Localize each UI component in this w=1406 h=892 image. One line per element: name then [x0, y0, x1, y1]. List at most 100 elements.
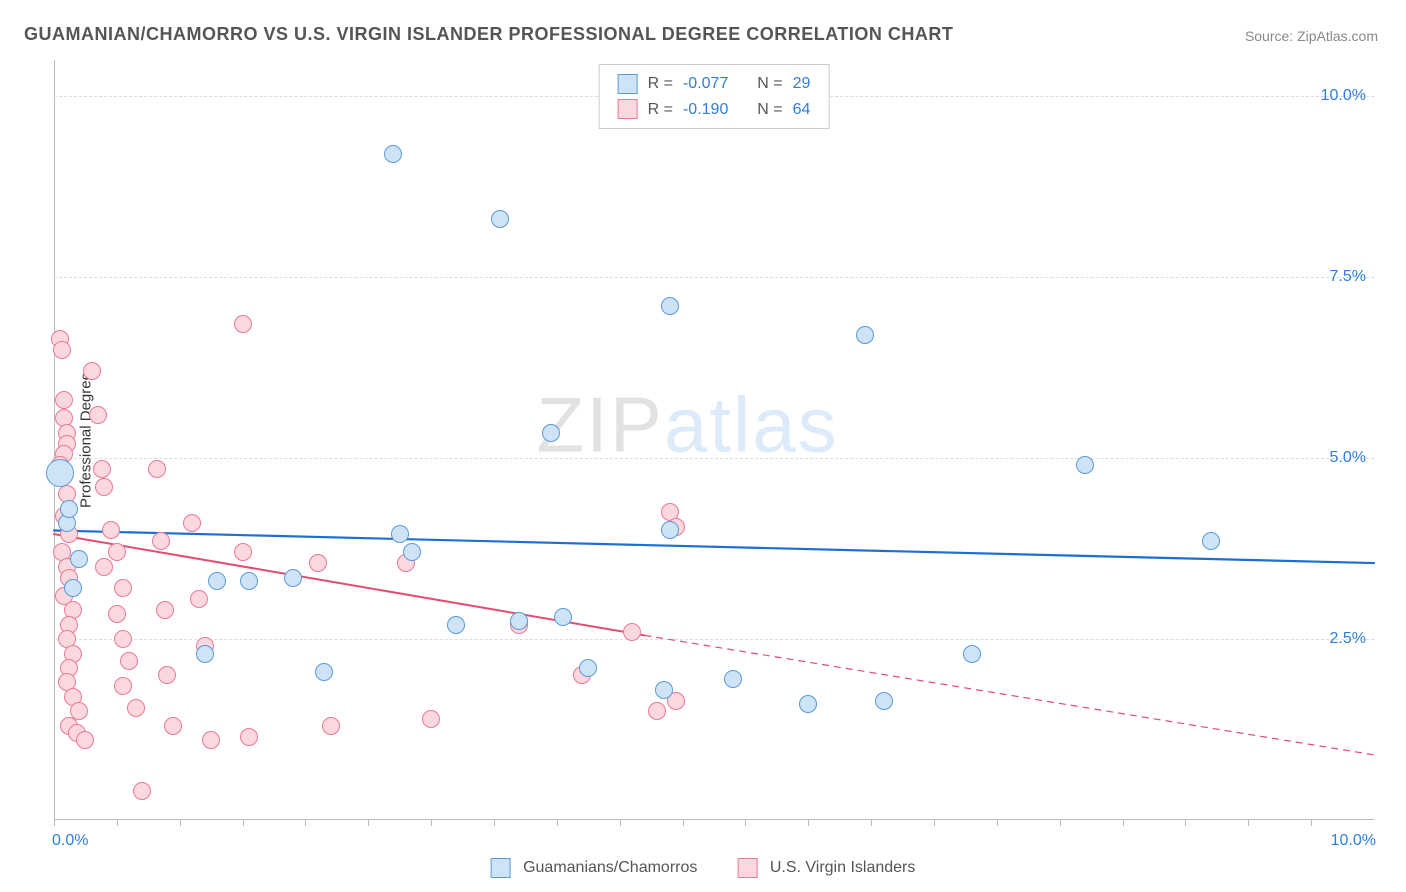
blue-point	[661, 521, 679, 539]
blue-point	[1076, 456, 1094, 474]
series-label-blue: Guamanians/Chamorros	[523, 859, 697, 876]
pink-point	[648, 702, 666, 720]
legend-R-label: R =	[648, 97, 673, 123]
pink-point	[240, 728, 258, 746]
regression-lines	[54, 60, 1374, 820]
pink-point	[152, 532, 170, 550]
blue-point	[655, 681, 673, 699]
x-tick-mark	[431, 820, 432, 826]
plot-area: Professional Degree 2.5%5.0%7.5%10.0% ZI…	[54, 60, 1374, 820]
blue-point	[554, 608, 572, 626]
x-tick-mark	[1185, 820, 1186, 826]
pink-regression-line-dashed	[645, 635, 1374, 754]
x-tick-mark	[243, 820, 244, 826]
x-tick-mark	[54, 820, 55, 826]
chart-title: GUAMANIAN/CHAMORRO VS U.S. VIRGIN ISLAND…	[24, 24, 953, 45]
pink-point	[127, 699, 145, 717]
x-tick-mark	[1060, 820, 1061, 826]
series-legend-blue: Guamanians/Chamorros	[491, 858, 698, 878]
x-tick-mark	[934, 820, 935, 826]
blue-point	[70, 550, 88, 568]
legend-N-pink: 64	[793, 97, 811, 123]
x-tick-mark	[683, 820, 684, 826]
x-tick-mark	[557, 820, 558, 826]
x-tick-mark	[368, 820, 369, 826]
legend-N-label: N =	[757, 71, 782, 97]
pink-point	[183, 514, 201, 532]
x-axis-max-label: 10.0%	[1331, 832, 1376, 850]
series-label-pink: U.S. Virgin Islanders	[770, 859, 916, 876]
blue-point	[579, 659, 597, 677]
blue-point	[510, 612, 528, 630]
x-tick-mark	[745, 820, 746, 826]
pink-point	[156, 601, 174, 619]
pink-point	[83, 362, 101, 380]
blue-point	[391, 525, 409, 543]
pink-point	[76, 731, 94, 749]
blue-point	[661, 297, 679, 315]
x-tick-mark	[305, 820, 306, 826]
x-axis-min-label: 0.0%	[52, 832, 88, 850]
pink-point	[309, 554, 327, 572]
legend-R-pink: -0.190	[683, 97, 728, 123]
pink-point	[114, 630, 132, 648]
blue-point	[240, 572, 258, 590]
blue-point	[724, 670, 742, 688]
blue-point	[491, 210, 509, 228]
legend-N-blue: 29	[793, 71, 811, 97]
blue-regression-line	[54, 530, 1374, 563]
x-tick-mark	[494, 820, 495, 826]
pink-point	[114, 677, 132, 695]
blue-point	[60, 500, 78, 518]
blue-point	[208, 572, 226, 590]
pink-point	[108, 605, 126, 623]
pink-point	[102, 521, 120, 539]
series-legend-pink: U.S. Virgin Islanders	[737, 858, 915, 878]
x-tick-mark	[808, 820, 809, 826]
blue-point	[403, 543, 421, 561]
pink-point	[55, 391, 73, 409]
blue-point	[856, 326, 874, 344]
x-tick-mark	[1123, 820, 1124, 826]
pink-point	[158, 666, 176, 684]
blue-point	[64, 579, 82, 597]
pink-point	[322, 717, 340, 735]
blue-point	[875, 692, 893, 710]
blue-point	[284, 569, 302, 587]
pink-point	[108, 543, 126, 561]
blue-point	[963, 645, 981, 663]
pink-point	[234, 315, 252, 333]
blue-point	[447, 616, 465, 634]
blue-point	[1202, 532, 1220, 550]
legend-row-blue: R = -0.077 N = 29	[618, 71, 811, 97]
x-tick-mark	[1248, 820, 1249, 826]
legend-R-blue: -0.077	[683, 71, 728, 97]
pink-point	[93, 460, 111, 478]
pink-point	[53, 341, 71, 359]
pink-point	[95, 478, 113, 496]
series-swatch-blue	[491, 858, 511, 878]
x-tick-mark	[117, 820, 118, 826]
x-tick-mark	[620, 820, 621, 826]
pink-point	[234, 543, 252, 561]
pink-point	[95, 558, 113, 576]
series-swatch-pink	[737, 858, 757, 878]
pink-point	[89, 406, 107, 424]
blue-point	[196, 645, 214, 663]
x-tick-mark	[997, 820, 998, 826]
source-label: Source: ZipAtlas.com	[1245, 28, 1378, 44]
series-legend: Guamanians/Chamorros U.S. Virgin Islande…	[491, 858, 916, 878]
blue-point	[384, 145, 402, 163]
x-tick-mark	[871, 820, 872, 826]
pink-point	[114, 579, 132, 597]
pink-point	[202, 731, 220, 749]
stats-legend: R = -0.077 N = 29 R = -0.190 N = 64	[599, 64, 830, 129]
x-tick-mark	[180, 820, 181, 826]
pink-point	[120, 652, 138, 670]
x-tick-mark	[1311, 820, 1312, 826]
pink-point	[164, 717, 182, 735]
pink-point	[422, 710, 440, 728]
pink-point	[148, 460, 166, 478]
legend-row-pink: R = -0.190 N = 64	[618, 97, 811, 123]
blue-point	[315, 663, 333, 681]
